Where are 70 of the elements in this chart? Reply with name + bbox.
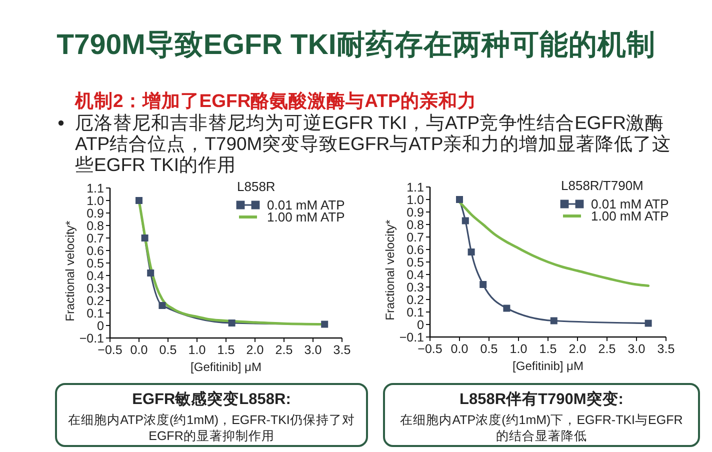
text: EGFR敏感突变L858R: xyxy=(131,390,292,410)
y-tick-label: 0.8 xyxy=(406,218,424,232)
legend-title: L858R xyxy=(237,179,276,194)
x-tick-label: 0.5 xyxy=(480,342,498,356)
x-tick-label: −0.5 xyxy=(98,343,122,357)
text: 机制2：增加了EGFR酪氨酸激酶与ATP的亲和力 xyxy=(75,89,476,113)
y-tick-label: −0.1 xyxy=(79,331,104,346)
y-tick-label: 0.9 xyxy=(86,206,104,220)
x-tick-label: 2.0 xyxy=(246,343,264,357)
x-tick-label: 0.0 xyxy=(130,343,148,357)
point xyxy=(141,234,148,242)
y-tick-label: 0.3 xyxy=(86,281,104,296)
x-tick-label: 3.0 xyxy=(628,342,646,356)
x-tick-label: 1.5 xyxy=(217,343,235,357)
x-tick-label: 1.5 xyxy=(539,342,557,356)
y-tick-label: −0.1 xyxy=(399,330,424,344)
y-tick-label: 0.2 xyxy=(86,294,104,308)
point xyxy=(136,197,142,204)
x-axis-title: [Gefitinib] μM xyxy=(512,359,584,373)
x-tick-label: 2.5 xyxy=(598,342,616,356)
x-tick-label: −0.5 xyxy=(418,342,442,356)
x-tick-label: 3.0 xyxy=(304,343,322,357)
x-tick-label: 3.5 xyxy=(333,343,351,357)
text: 厄洛替尼和吉非替尼均为可逆EGFR TKI，与ATP竞争性结合EGFR激酶ATP结合位点，T790M突变导致EGFR与ATP亲和力的增加显著降低了这些EGFR TKI的作用 xyxy=(75,112,672,175)
y-tick-label: 0.7 xyxy=(86,231,104,246)
y-axis-title: Fractional velocity* xyxy=(63,220,77,322)
y-tick-label: 1.0 xyxy=(86,194,104,208)
point xyxy=(147,270,154,276)
y-tick-label: 0.1 xyxy=(406,305,424,320)
legend-title: L858R/T790M xyxy=(561,178,644,193)
y-tick-label: 0.8 xyxy=(86,218,104,233)
y-tick-label: 0 xyxy=(97,318,104,333)
x-axis-title: [Gefitinib] μM xyxy=(190,360,262,374)
point xyxy=(462,217,469,224)
x-tick-label: 1.0 xyxy=(188,343,206,357)
y-tick-label: 0.5 xyxy=(86,256,104,270)
point xyxy=(480,281,487,288)
point xyxy=(468,248,475,256)
y-tick-label: 0.2 xyxy=(406,292,424,307)
y-tick-label: 0 xyxy=(417,318,424,332)
text: T790M导致EGFR TKI耐药存在两种可能的机制 xyxy=(56,28,656,63)
y-tick-label: 0.5 xyxy=(406,255,424,270)
x-tick-label: 1.0 xyxy=(510,342,528,356)
text: L858R伴有T790M突变: xyxy=(458,390,624,410)
y-tick-label: 1.0 xyxy=(406,192,424,207)
x-tick-label: 3.5 xyxy=(657,342,675,356)
x-tick-label: 0.0 xyxy=(450,342,468,356)
y-tick-label: 0.6 xyxy=(406,242,424,257)
y-tick-label: 0.3 xyxy=(406,280,424,294)
y-tick-label: 0.9 xyxy=(406,205,424,220)
point xyxy=(503,304,510,312)
point xyxy=(321,320,328,328)
point xyxy=(550,317,558,324)
text: 在细胞内ATP浓度(约1mM)下，EGFR-TKI与EGFR的结合显著降低 xyxy=(399,412,684,444)
text: 在细胞内ATP浓度(约1mM)，EGFR-TKI仍保持了对EGFR的显著抑制作用 xyxy=(67,412,356,444)
y-tick-label: 0.4 xyxy=(86,268,104,283)
y-axis-title: Fractional velocity* xyxy=(383,219,397,320)
x-tick-label: 2.5 xyxy=(275,343,293,357)
y-tick-label: 0.4 xyxy=(406,268,424,282)
y-tick-label: 1.1 xyxy=(406,180,424,194)
y-tick-label: 1.1 xyxy=(86,181,104,196)
point xyxy=(456,196,463,203)
point xyxy=(158,302,166,309)
y-tick-label: 0.1 xyxy=(86,306,104,320)
x-tick-label: 2.0 xyxy=(568,342,586,356)
y-tick-label: 0.7 xyxy=(406,230,424,244)
point xyxy=(644,320,652,327)
point xyxy=(228,320,236,326)
x-tick-label: 0.5 xyxy=(159,343,177,357)
y-tick-label: 0.6 xyxy=(86,244,104,258)
